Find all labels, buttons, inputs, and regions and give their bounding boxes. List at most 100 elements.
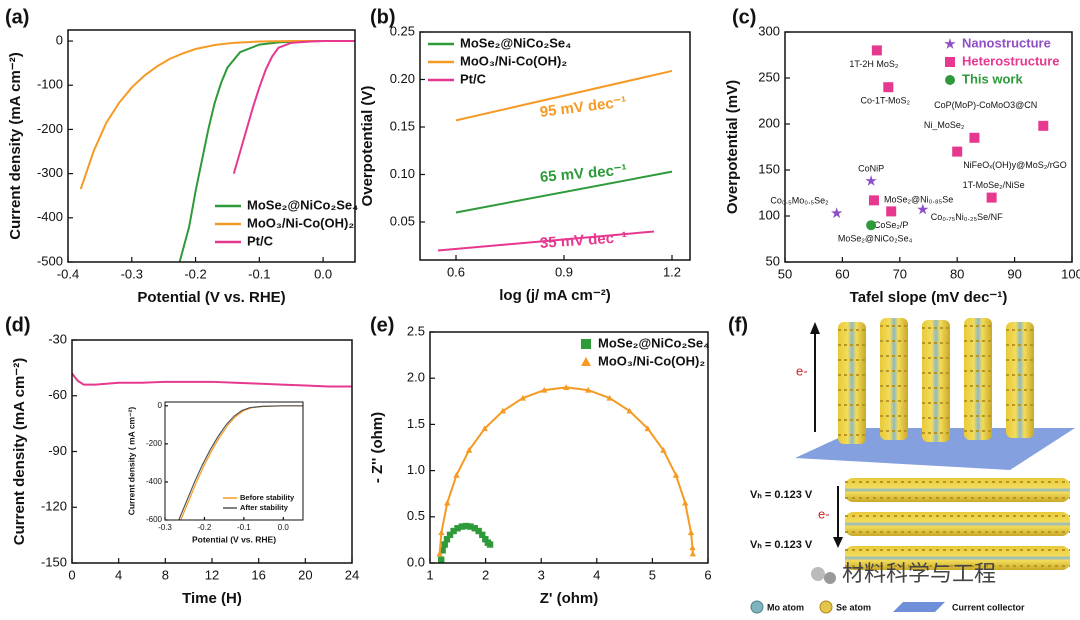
- legend-label: MoSe₂@NiCo₂Se₄: [598, 335, 709, 350]
- x-tick-label: 70: [893, 266, 907, 281]
- y-tick-label: 0.05: [390, 213, 415, 228]
- marker: [563, 384, 570, 390]
- legend-collector: [893, 602, 945, 612]
- marker: [831, 207, 843, 219]
- y-tick-label: 250: [758, 69, 780, 84]
- y-tick-label: -200: [37, 121, 63, 136]
- point-label: NiFeOₓ(OH)y@MoS₂/rGO: [963, 160, 1067, 170]
- annotation: 35 mV dec⁻¹: [539, 229, 627, 252]
- x-tick-label: 12: [205, 567, 219, 582]
- series-line: [455, 69, 673, 122]
- plot-frame: [67, 29, 356, 263]
- electron-label: e-: [818, 506, 830, 521]
- marker: [969, 132, 980, 143]
- legend-swatch: [945, 75, 955, 85]
- marker: [441, 541, 448, 548]
- nanosheet-columns: [838, 318, 1034, 444]
- y-tick-label: 2.0: [407, 370, 425, 385]
- marker: [871, 45, 882, 56]
- marker: [471, 525, 478, 532]
- y-tick-label: 0: [158, 401, 163, 410]
- y-tick-label: -200: [146, 439, 163, 448]
- marker: [438, 556, 445, 563]
- marker: [644, 425, 651, 432]
- x-axis-label: Z' (ohm): [540, 590, 599, 607]
- x-tick-label: 20: [298, 567, 312, 582]
- legend-label: Pt/C: [247, 233, 274, 248]
- panel-label: (a): [5, 6, 29, 28]
- marker: [479, 531, 486, 539]
- y-tick-label: 200: [758, 115, 780, 130]
- x-tick-label: 0.9: [555, 264, 573, 279]
- layered-slabs: [845, 478, 1070, 570]
- legend-swatch: [944, 38, 956, 49]
- y-tick-label: 0.10: [390, 166, 415, 181]
- point-label: Ni_MoSe₂: [924, 120, 965, 130]
- x-axis-label: Potential (V vs. RHE): [192, 534, 276, 544]
- legend-label: After stability: [240, 503, 289, 512]
- marker: [866, 220, 877, 231]
- marker: [682, 499, 689, 506]
- legend-label: Current collector: [952, 602, 1025, 612]
- marker: [606, 394, 613, 401]
- arrow-head: [810, 322, 820, 334]
- series-line: [178, 405, 303, 521]
- marker: [672, 472, 680, 478]
- marker: [436, 550, 443, 557]
- legend-swatch: [581, 339, 591, 349]
- marker: [886, 206, 897, 217]
- legend-label: This work: [962, 71, 1023, 86]
- plot-frame: [419, 31, 691, 261]
- panel-label: (f): [728, 314, 748, 336]
- marker: [541, 386, 548, 393]
- x-tick-label: 3: [538, 567, 545, 582]
- point-label: Co₀.₇₅Ni₀.₂₅Se/NF: [931, 212, 1003, 222]
- x-tick-label: 4: [593, 567, 600, 582]
- y-tick-label: 0: [56, 32, 63, 47]
- x-tick-label: -0.1: [248, 266, 270, 281]
- y-tick-label: 50: [766, 253, 780, 268]
- marker: [660, 446, 667, 453]
- x-tick-label: 2: [482, 567, 489, 582]
- y-tick-label: -400: [146, 477, 163, 486]
- arrow-head: [833, 537, 843, 548]
- plot-frame: [784, 31, 1073, 263]
- marker: [689, 544, 696, 551]
- marker: [467, 523, 474, 530]
- marker: [883, 82, 894, 93]
- x-axis-label: Tafel slope (mV dec⁻¹): [850, 289, 1008, 306]
- point-label: 1T-MoSe₂/NiSe: [963, 180, 1025, 190]
- x-tick-label: 1.2: [663, 264, 681, 279]
- marker: [689, 550, 697, 557]
- marker: [454, 525, 461, 532]
- voltage-label: Vₕ = 0.123 V: [750, 539, 813, 551]
- legend-label: Pt/C: [460, 71, 487, 86]
- marker: [458, 523, 466, 530]
- x-tick-label: 60: [835, 266, 849, 281]
- legend-swatch: [581, 357, 591, 366]
- series-line: [232, 40, 355, 174]
- legend-label: MoO₃/Ni-Co(OH)₂: [460, 53, 567, 68]
- marker: [952, 146, 963, 157]
- marker: [986, 192, 997, 203]
- plot-frame: [429, 331, 709, 564]
- legend-label: Nanostructure: [962, 35, 1051, 50]
- legend-mo: [750, 600, 764, 614]
- marker: [1038, 120, 1049, 131]
- x-tick-label: 8: [162, 567, 169, 582]
- x-tick-label: 16: [251, 567, 265, 582]
- x-tick-label: -0.1: [237, 523, 251, 532]
- marker: [443, 536, 451, 543]
- legend-label: MoSe₂@NiCo₂Se₄: [460, 35, 571, 50]
- marker: [865, 175, 877, 186]
- y-tick-label: 1.5: [407, 416, 425, 431]
- legend-label: Before stability: [240, 493, 295, 502]
- series-line: [455, 170, 673, 214]
- series-line: [437, 230, 655, 252]
- legend-label: Heterostructure: [962, 53, 1060, 68]
- x-tick-label: 0.0: [314, 266, 332, 281]
- marker: [444, 499, 451, 506]
- y-tick-label: -90: [48, 443, 67, 458]
- point-label: Co₀.₅Mo₀.₅Se₂: [770, 196, 829, 206]
